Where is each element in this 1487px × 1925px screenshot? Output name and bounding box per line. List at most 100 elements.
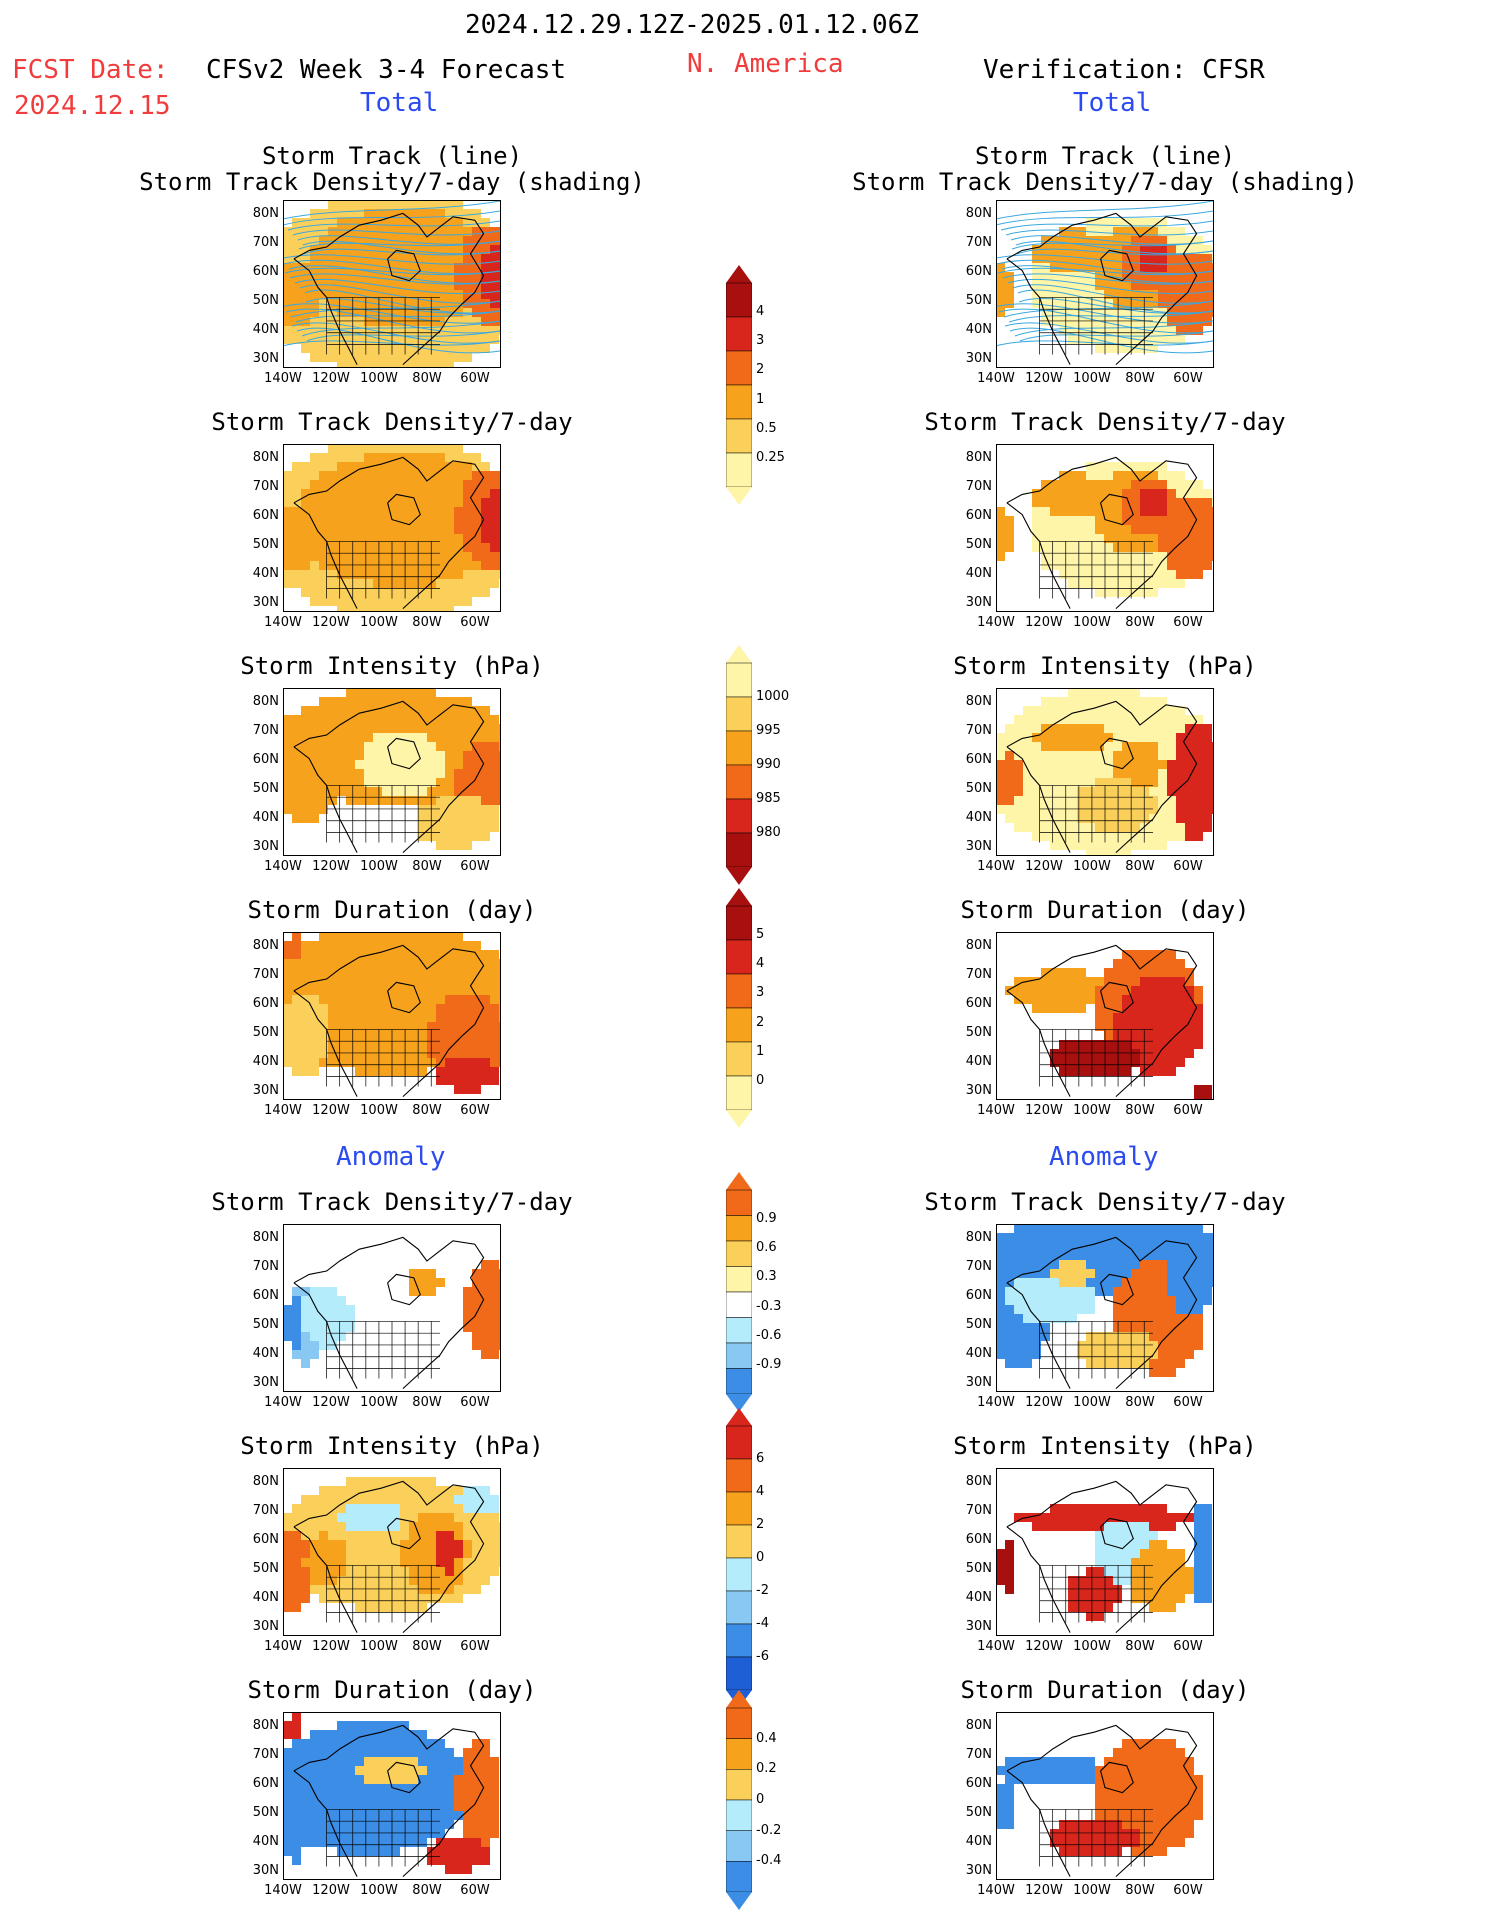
colorbar-segment [725, 1707, 753, 1739]
heat-cell [1113, 471, 1122, 480]
heat-cell [481, 254, 490, 263]
heat-cell [1176, 1233, 1185, 1242]
heat-cell [1014, 814, 1023, 823]
heat-cell [1140, 263, 1149, 272]
heat-cell [1059, 1251, 1068, 1260]
heat-cell [481, 715, 490, 724]
heat-cell [490, 1757, 499, 1766]
heat-cell [1167, 1269, 1176, 1278]
heat-cell [346, 778, 355, 787]
heat-cell [1176, 1350, 1185, 1359]
heat-cell [436, 606, 445, 612]
heat-cell [283, 1049, 292, 1058]
heat-cell [1176, 715, 1185, 724]
heat-cell [1068, 841, 1077, 850]
heat-cell [463, 272, 472, 281]
heat-cell [355, 1531, 364, 1540]
heat-cell [391, 263, 400, 272]
heat-cell [418, 344, 427, 353]
heat-cell [346, 227, 355, 236]
heat-cell [1194, 1305, 1203, 1314]
heat-cell [1077, 1838, 1086, 1847]
heat-cell [1050, 516, 1059, 525]
heat-cell [328, 1341, 337, 1350]
heat-cell [409, 453, 418, 462]
heat-cell [1113, 1224, 1122, 1233]
heat-cell [1131, 814, 1140, 823]
heat-cell [1113, 1260, 1122, 1269]
heat-cell [301, 489, 310, 498]
heat-cell [355, 778, 364, 787]
state-borders [326, 1809, 440, 1867]
heat-cell [1077, 688, 1086, 697]
heat-cell [301, 272, 310, 281]
coastline [387, 1761, 421, 1794]
heat-cell [1113, 290, 1122, 299]
lat-tick-label: 40N [965, 1590, 992, 1605]
heat-cell [1005, 1341, 1014, 1350]
colorbar-segment [725, 1425, 753, 1460]
heat-cell [1149, 1802, 1158, 1811]
heat-cell [1131, 986, 1140, 995]
heat-cell [472, 561, 481, 570]
heat-cell [1167, 823, 1176, 832]
heat-cell [364, 1585, 373, 1594]
heat-cell [1122, 1757, 1131, 1766]
heat-cell [355, 1058, 364, 1067]
heat-cell [1068, 1766, 1077, 1775]
heat-cell [472, 995, 481, 1004]
heat-cell [409, 1811, 418, 1820]
heat-cell [319, 1793, 328, 1802]
heat-cell [1203, 805, 1212, 814]
heat-cell [382, 697, 391, 706]
heat-cell [391, 1022, 400, 1031]
heat-cell [1131, 1594, 1140, 1603]
heat-cell [490, 1531, 499, 1540]
heat-cell [1185, 1820, 1194, 1829]
colorbar-segment [725, 1240, 753, 1267]
heat-cell [355, 688, 364, 697]
heat-cell [472, 1269, 481, 1278]
heat-cell [1185, 1323, 1194, 1332]
heat-cell [346, 742, 355, 751]
heat-cell [283, 1748, 292, 1757]
colorbar-label: -0.9 [756, 1356, 782, 1372]
heat-cell [328, 317, 337, 326]
heat-cell [1086, 1067, 1095, 1076]
heat-cell [1140, 1260, 1149, 1269]
heat-cell [1140, 525, 1149, 534]
map-frame [283, 1712, 501, 1880]
heat-cell [283, 272, 292, 281]
heat-cell [319, 218, 328, 227]
heat-cell [1185, 1278, 1194, 1287]
heat-cell [346, 1004, 355, 1013]
heat-cell [1140, 1278, 1149, 1287]
heat-cell [1194, 1260, 1203, 1269]
storm-track-line [292, 229, 501, 236]
heat-cell [1077, 706, 1086, 715]
heat-cell [1149, 1558, 1158, 1567]
heat-cell [1194, 272, 1203, 281]
heat-cell [472, 1040, 481, 1049]
heat-cell [1158, 1296, 1167, 1305]
panel-title: Storm Duration (day) [960, 1676, 1250, 1704]
heat-cell [346, 489, 355, 498]
colorbar-label: 0 [756, 1550, 765, 1565]
heat-cell [364, 1730, 373, 1739]
heat-cell [400, 444, 409, 453]
heat-cell [355, 570, 364, 579]
heat-cell [328, 552, 337, 561]
heat-cell [1158, 986, 1167, 995]
heat-cell [1068, 579, 1077, 588]
heat-cell [1122, 778, 1131, 787]
heat-cell [1158, 534, 1167, 543]
heat-cell [292, 941, 301, 950]
heat-cell [1068, 1224, 1077, 1233]
heat-cell [454, 1067, 463, 1076]
heat-cell [1122, 1513, 1131, 1522]
coastline [293, 1724, 485, 1878]
map-plot [283, 1224, 501, 1392]
heat-cell [1185, 263, 1194, 272]
heat-cell [409, 498, 418, 507]
heat-cell [373, 769, 382, 778]
